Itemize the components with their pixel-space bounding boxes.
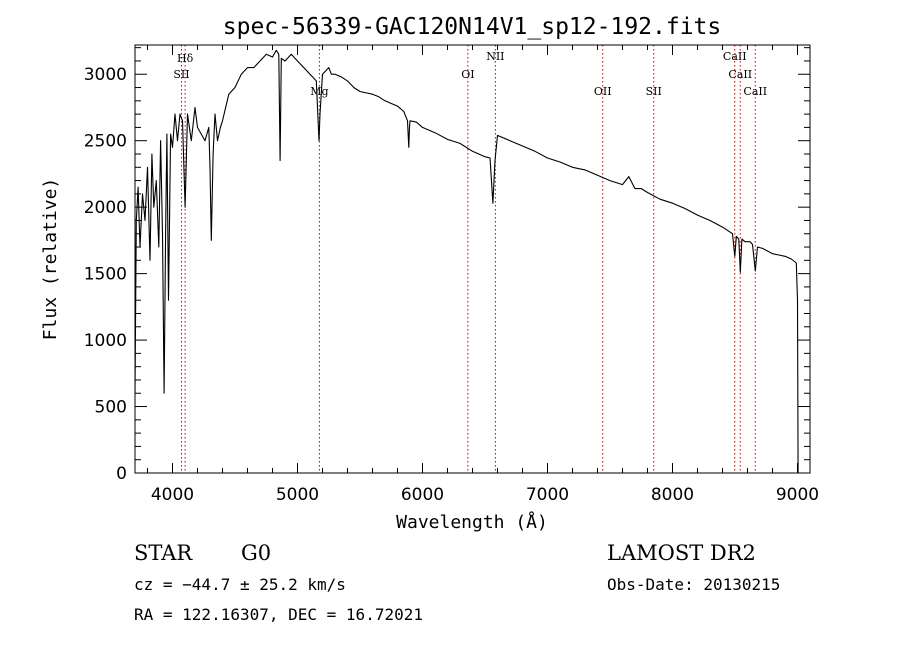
survey-label: LAMOST DR2 bbox=[607, 541, 756, 565]
spectral-line-label: NII bbox=[486, 50, 504, 63]
obs-date-text: Obs-Date: 20130215 bbox=[607, 575, 780, 594]
x-tick-label: 9000 bbox=[776, 485, 819, 505]
y-tick-label: 500 bbox=[95, 398, 127, 418]
x-tick-label: 4000 bbox=[151, 485, 194, 505]
coordinates-text: RA = 122.16307, DEC = 16.72021 bbox=[134, 605, 423, 624]
object-class: STAR bbox=[134, 541, 193, 565]
spectral-line-label: SII bbox=[173, 68, 189, 81]
x-tick-label: 8000 bbox=[651, 485, 694, 505]
x-tick-label: 5000 bbox=[276, 485, 319, 505]
plot-frame bbox=[134, 44, 811, 474]
spectral-line-label: OI bbox=[461, 68, 474, 81]
y-tick-label: 2500 bbox=[84, 132, 127, 152]
x-tick-label: 6000 bbox=[401, 485, 444, 505]
spectral-line-label: CaII bbox=[723, 50, 747, 63]
spectral-line-label: SII bbox=[646, 85, 662, 98]
y-tick-label: 3000 bbox=[84, 65, 127, 85]
y-tick-label: 2000 bbox=[84, 198, 127, 218]
redshift-text: cz = −44.7 ± 25.2 km/s bbox=[134, 575, 346, 594]
spectral-line-label: CaII bbox=[728, 68, 752, 81]
y-tick-label: 0 bbox=[116, 464, 127, 484]
spectral-line-label: Mg bbox=[310, 85, 328, 98]
spectral-line-label: CaII bbox=[743, 85, 767, 98]
y-tick-label: 1000 bbox=[84, 331, 127, 351]
spectral-line-label: Hδ bbox=[177, 52, 194, 65]
chart-title: spec-56339-GAC120N14V1_sp12-192.fits bbox=[223, 14, 722, 40]
x-axis-label: Wavelength (Å) bbox=[396, 511, 548, 533]
object-subclass: G0 bbox=[241, 541, 271, 565]
y-tick-label: 1500 bbox=[84, 265, 127, 285]
y-axis-label: Flux (relative) bbox=[40, 178, 61, 341]
x-tick-label: 7000 bbox=[526, 485, 569, 505]
spectrum-line bbox=[134, 49, 799, 474]
spectral-line-label: OII bbox=[594, 85, 612, 98]
